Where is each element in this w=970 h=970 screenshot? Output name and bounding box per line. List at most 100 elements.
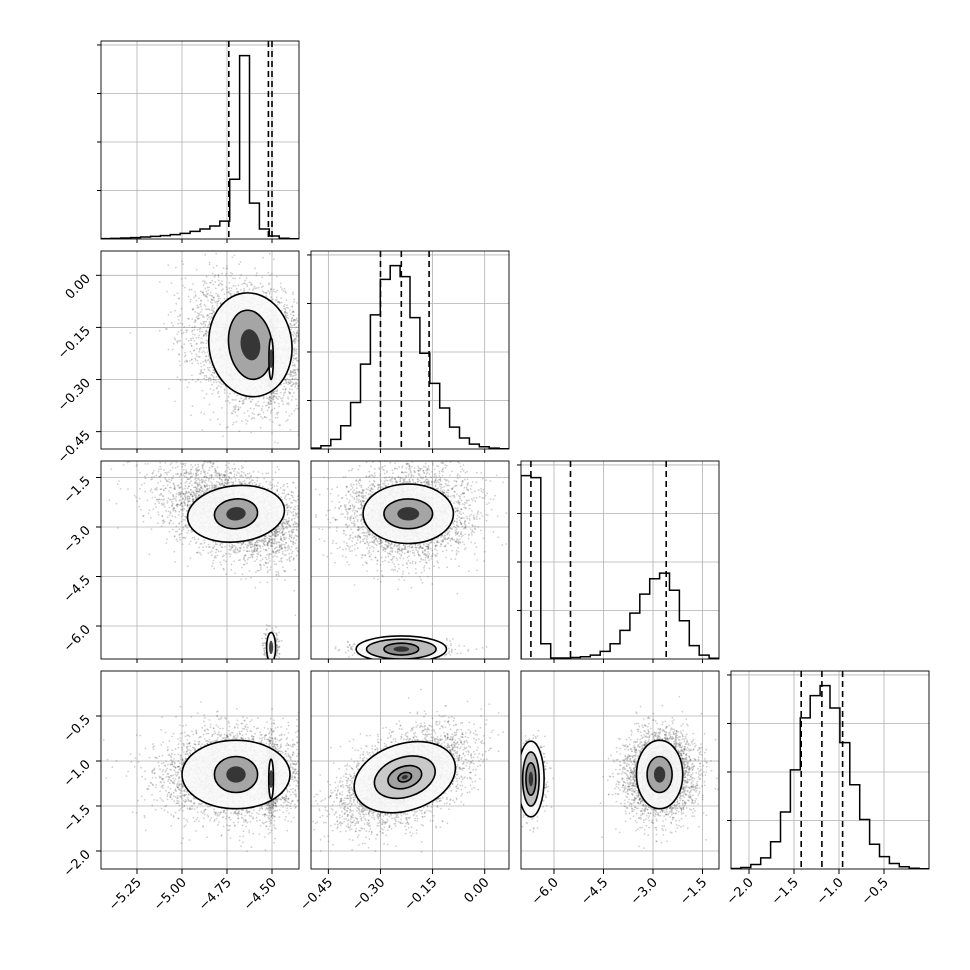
sample-point <box>208 309 211 311</box>
sample-point <box>214 241 216 243</box>
sample-point <box>277 571 279 573</box>
sample-point <box>321 377 323 379</box>
sample-point <box>183 360 186 363</box>
sample-point <box>295 381 298 384</box>
sample-point <box>206 296 209 299</box>
sample-point <box>306 319 308 321</box>
sample-point <box>265 548 267 551</box>
sample-point <box>316 320 318 322</box>
sample-point <box>204 351 206 354</box>
sample-point <box>203 320 206 323</box>
sample-point <box>293 354 295 356</box>
sample-point <box>304 319 306 321</box>
sample-point <box>249 407 252 410</box>
sample-point <box>320 545 322 547</box>
sample-point <box>232 285 235 287</box>
sample-point <box>226 288 229 291</box>
sample-point <box>292 320 295 323</box>
sample-point <box>177 315 179 318</box>
sample-point <box>168 387 171 390</box>
sample-point <box>176 504 178 506</box>
sample-point <box>150 421 152 423</box>
sample-point <box>193 493 196 496</box>
sample-point <box>296 332 299 334</box>
sample-point <box>268 395 271 398</box>
sample-point <box>229 272 232 274</box>
sample-point <box>288 382 291 385</box>
sample-point <box>241 283 244 285</box>
sample-point <box>323 430 325 432</box>
sample-point <box>261 545 264 548</box>
sample-point <box>276 416 279 419</box>
sample-point <box>202 293 205 296</box>
sample-point <box>295 373 298 376</box>
sample-point <box>262 543 265 545</box>
sample-point <box>202 284 205 286</box>
sample-point <box>290 385 293 387</box>
sample-point <box>288 535 291 538</box>
sample-point <box>188 288 191 291</box>
sample-point <box>187 339 190 342</box>
sample-point <box>212 411 215 414</box>
sample-point <box>155 474 158 477</box>
sample-point <box>307 338 309 340</box>
sample-point <box>275 397 278 400</box>
sample-point <box>269 396 272 399</box>
sample-point <box>315 357 317 359</box>
sample-point <box>200 313 203 316</box>
sample-point <box>233 254 236 257</box>
sample-point <box>207 314 210 316</box>
sample-point <box>270 399 272 402</box>
sample-point <box>189 493 192 496</box>
sample-point <box>194 333 196 336</box>
sample-point <box>184 277 187 280</box>
sample-point <box>284 391 287 394</box>
sample-point <box>229 275 232 277</box>
sample-point <box>265 291 268 294</box>
sample-point <box>288 415 291 417</box>
sample-point <box>313 381 315 383</box>
sample-point <box>177 330 180 333</box>
sample-point <box>304 590 306 592</box>
sample-point <box>293 347 296 350</box>
sample-point <box>172 342 175 345</box>
sample-point <box>202 314 204 317</box>
sample-point <box>293 348 295 351</box>
sample-point <box>276 392 279 395</box>
sample-point <box>279 286 282 288</box>
sample-point <box>210 315 213 318</box>
sample-point <box>300 345 302 347</box>
sample-point <box>270 392 273 395</box>
sample-point <box>294 319 296 322</box>
sample-point <box>272 398 274 400</box>
sample-point <box>311 377 313 379</box>
sample-point <box>268 403 271 406</box>
sample-point <box>278 405 280 408</box>
sample-point <box>292 374 295 377</box>
sample-point <box>272 398 275 401</box>
sample-point <box>306 578 308 580</box>
sample-point <box>200 322 202 325</box>
sample-point <box>275 299 277 301</box>
sample-point <box>251 416 254 419</box>
sample-point <box>238 430 241 432</box>
sample-point <box>237 406 240 408</box>
sample-point <box>218 283 220 286</box>
sample-point <box>241 402 244 405</box>
sample-point <box>280 547 283 550</box>
sample-point <box>178 522 181 524</box>
sample-point <box>197 494 200 497</box>
sample-point <box>212 297 215 299</box>
sample-point <box>294 349 297 351</box>
sample-point <box>211 309 213 311</box>
sample-point <box>290 399 293 401</box>
sample-point <box>283 311 286 313</box>
sample-point <box>180 345 183 348</box>
sample-point <box>271 542 274 545</box>
sample-point <box>116 483 119 485</box>
sample-point <box>200 342 202 345</box>
sample-point <box>261 405 264 408</box>
sample-point <box>276 303 279 306</box>
sample-point <box>198 328 201 331</box>
sample-point <box>192 283 194 285</box>
